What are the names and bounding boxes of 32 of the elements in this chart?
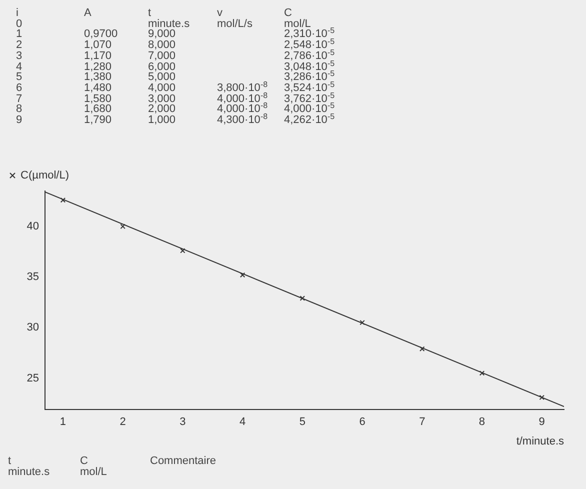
point (300, 296, 306, 301)
text: A 0,9700 1,070 1,170 1,280 1,380 1,480 1,580 1,680 1,790 (84, 7, 118, 126)
x-tick-label: 2 (120, 416, 126, 428)
point (360, 320, 365, 326)
x-tick-label: 6 (359, 416, 366, 428)
x-axis-title: t/minute.s (516, 435, 564, 448)
x-tick-label: 7 (419, 416, 426, 428)
point (420, 346, 425, 352)
x-tick-label: 3 (180, 416, 186, 428)
point (120, 224, 126, 230)
y-tick-label: 40 (26, 220, 39, 232)
x-tick-label: 5 (299, 416, 306, 428)
x-tick-label: 8 (478, 416, 486, 428)
text: i 0 1 2 3 4 5 6 7 8 9 (16, 7, 22, 126)
y-tick-label: 35 (26, 271, 39, 284)
y-tick-label: 30 (26, 322, 39, 334)
x-tick-label: 9 (538, 416, 545, 428)
point (479, 370, 485, 376)
point (240, 272, 246, 278)
legend-label: C(µmol/L) (20, 170, 70, 182)
point (539, 394, 544, 400)
x-tick-label: 1 (60, 416, 66, 428)
text: C mol/L 2,310·10$^{-5}$ 2,548·10$^{-5}$ 2,786·10$^{-5}$ 3,048·10$^{-5}$ 3,286·10$^{-5}$ 3,524·10$^{-5}$ 3,762·10$^{-5}$ 4,000·10$^{-5}$ 4,262·10$^{-5}$ (284, 7, 335, 126)
text: C mol/L (80, 455, 107, 478)
x-tick-label: 4 (239, 416, 246, 428)
point (180, 248, 186, 254)
text: Commentaire (150, 455, 216, 467)
text: t minute.s 9,000 8,000 7,000 6,000 5,000 4,000 3,000 2,000 1,000 (148, 7, 190, 126)
text: v mol/L/s 3,800·10$^{-8}$ 4,000·10$^{-8}$ 4,000·10$^{-8}$ 4,300·10$^{-8}$ (217, 7, 268, 126)
y-tick-label: 25 (26, 372, 39, 384)
point (60, 197, 66, 203)
text: t minute.s (8, 455, 50, 478)
